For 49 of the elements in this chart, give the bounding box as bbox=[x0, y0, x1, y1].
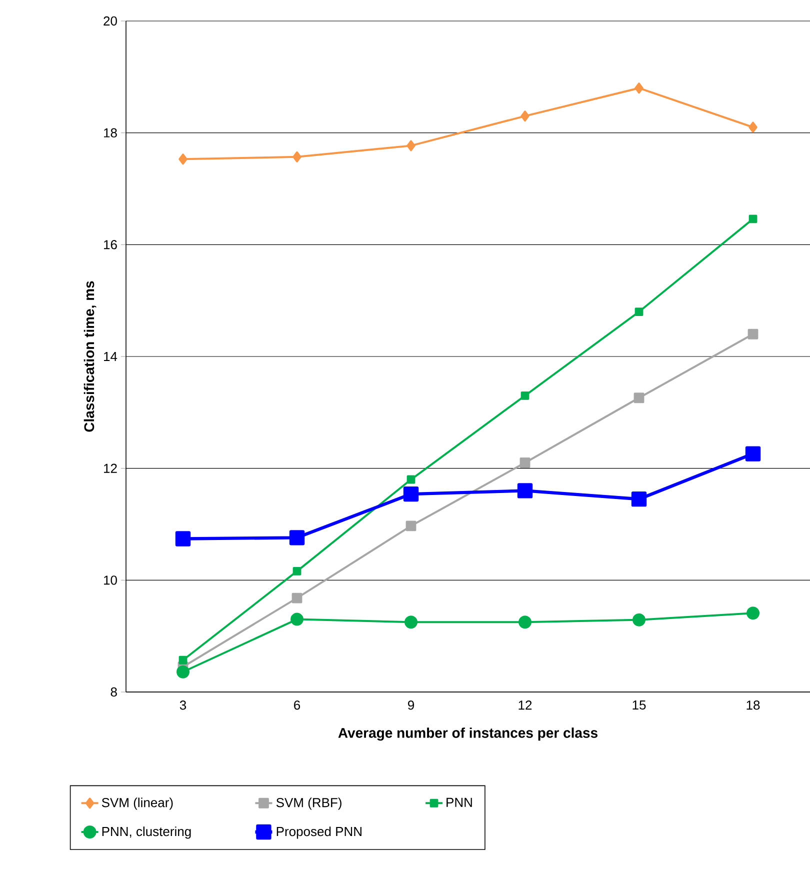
y-tick-label: 16 bbox=[104, 240, 117, 250]
point bbox=[178, 154, 188, 165]
x-tick-label: 15 bbox=[632, 700, 646, 710]
point bbox=[176, 665, 190, 678]
x-tick-label: 9 bbox=[408, 700, 414, 710]
point bbox=[406, 520, 416, 532]
point bbox=[634, 308, 644, 316]
point bbox=[746, 606, 760, 620]
x-axis-title: Average number of instances per class bbox=[338, 728, 598, 741]
point bbox=[406, 140, 416, 152]
point bbox=[748, 122, 758, 133]
x-tick-label: 6 bbox=[294, 700, 300, 710]
point bbox=[632, 613, 646, 626]
point bbox=[520, 391, 530, 400]
y-tick-label: 8 bbox=[110, 687, 117, 697]
x-tick-label: 3 bbox=[180, 700, 186, 710]
x-tick-label: 18 bbox=[746, 700, 760, 710]
point bbox=[631, 491, 647, 507]
y-axis-title: Classification time, ms bbox=[84, 281, 96, 432]
x-tick-label: 12 bbox=[518, 700, 532, 710]
point bbox=[403, 486, 419, 502]
point bbox=[517, 483, 533, 498]
point bbox=[634, 82, 644, 94]
point bbox=[748, 328, 758, 340]
point bbox=[634, 392, 644, 404]
point bbox=[404, 616, 418, 629]
point bbox=[745, 446, 761, 462]
point bbox=[292, 567, 302, 576]
legend-label: PNN bbox=[446, 798, 472, 807]
point bbox=[290, 612, 304, 626]
point bbox=[520, 458, 530, 468]
point bbox=[406, 475, 416, 484]
point bbox=[175, 531, 191, 546]
point bbox=[292, 151, 302, 162]
point bbox=[520, 110, 530, 122]
y-tick-label: 10 bbox=[104, 576, 117, 585]
point bbox=[292, 592, 302, 604]
point bbox=[518, 616, 532, 629]
legend-label: SVM (linear) bbox=[102, 798, 173, 810]
legend-label: PNN, clustering bbox=[102, 826, 191, 839]
legend-label: Proposed PNN bbox=[276, 826, 362, 839]
point bbox=[289, 530, 305, 546]
y-tick-label: 14 bbox=[104, 352, 118, 361]
y-tick-label: 18 bbox=[104, 128, 117, 138]
y-tick-label: 12 bbox=[104, 464, 117, 473]
legend-label: SVM (RBF) bbox=[276, 798, 342, 810]
point bbox=[178, 656, 188, 664]
point bbox=[748, 214, 758, 224]
y-tick-label: 20 bbox=[104, 16, 117, 26]
